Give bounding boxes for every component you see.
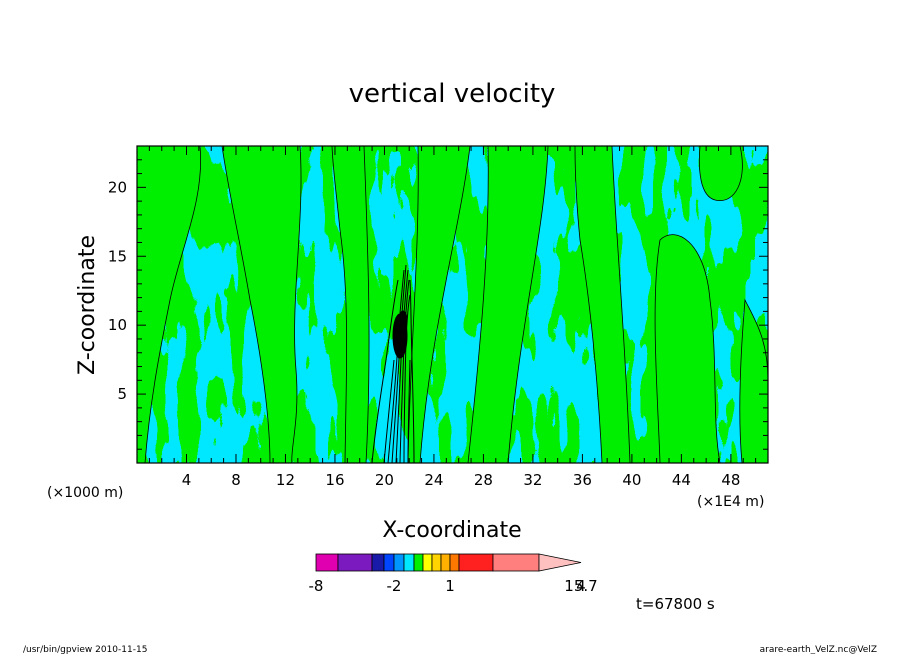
colorbar-segment <box>492 553 540 572</box>
updraft-plumes <box>137 146 768 463</box>
y-tick-label: 5 <box>117 385 127 403</box>
colorbar-segment <box>431 553 442 572</box>
x-tick-label: 28 <box>474 471 493 489</box>
colorbar-segment <box>422 553 433 572</box>
convective-core <box>371 264 415 463</box>
colorbar-label: -8 <box>309 577 324 595</box>
x-tick-label: 20 <box>375 471 394 489</box>
x-tick-label: 40 <box>622 471 641 489</box>
x-tick-label: 8 <box>231 471 241 489</box>
time-label: t=67800 s <box>636 595 715 613</box>
x-axis-label: X-coordinate <box>382 518 521 543</box>
colorbar-segment <box>383 553 395 572</box>
colorbar-labels: -8 -2 1 415.7 <box>309 577 598 595</box>
colorbar <box>315 553 582 572</box>
footer-right: arare-earth_VelZ.nc@VelZ <box>760 645 877 654</box>
colorbar-segment <box>393 553 405 572</box>
x-tick-label: 4 <box>182 471 192 489</box>
colorbar-label: -2 <box>387 577 402 595</box>
colorbar-arrow <box>538 553 582 572</box>
colorbar-segment <box>337 553 373 572</box>
footer-left: /usr/bin/gpview 2010-11-15 <box>23 645 147 654</box>
colorbar-segment <box>458 553 494 572</box>
y-tick-label: 10 <box>108 316 127 334</box>
colorbar-segment <box>315 553 339 572</box>
colorbar-segment <box>440 553 451 572</box>
x-tick-label: 36 <box>573 471 592 489</box>
y-axis-ticks: 5 10 15 20 <box>108 159 768 450</box>
colorbar-segment <box>371 553 385 572</box>
colorbar-label: 1 <box>445 577 455 595</box>
colorbar-segment <box>413 553 424 572</box>
x-tick-label: 24 <box>424 471 443 489</box>
x-unit-right: (×1E4 m) <box>697 494 764 510</box>
colorbar-segment <box>403 553 415 572</box>
x-axis-ticks: 4 8 12 16 20 24 28 32 36 40 44 48 <box>148 146 757 489</box>
chart-title: vertical velocity <box>349 79 556 109</box>
x-unit-left: (×1000 m) <box>47 485 123 501</box>
x-tick-label: 44 <box>672 471 691 489</box>
colorbar-label: 4 <box>576 577 586 595</box>
y-axis-label: Z-coordinate <box>75 235 100 375</box>
y-tick-label: 20 <box>108 178 127 196</box>
x-tick-label: 32 <box>523 471 542 489</box>
plot-frame <box>136 145 769 464</box>
y-tick-label: 15 <box>108 247 127 265</box>
x-tick-label: 48 <box>721 471 740 489</box>
colorbar-segment <box>449 553 460 572</box>
colorbar-label: 15.7 <box>564 577 597 595</box>
x-tick-label: 12 <box>276 471 295 489</box>
x-tick-label: 16 <box>325 471 344 489</box>
